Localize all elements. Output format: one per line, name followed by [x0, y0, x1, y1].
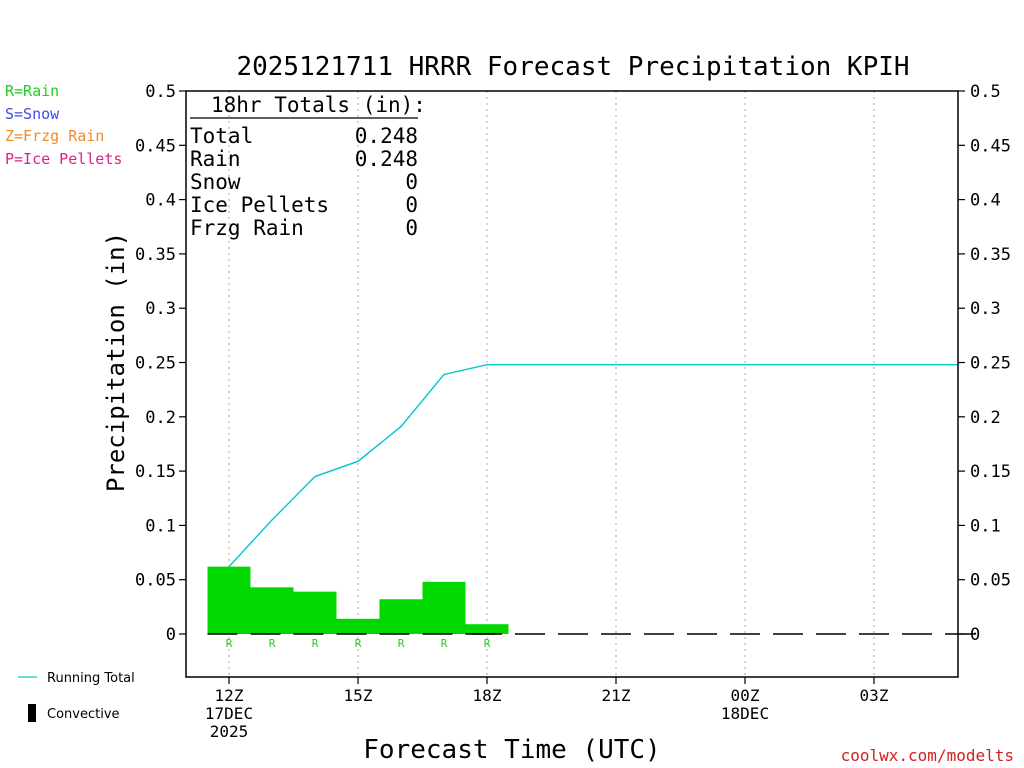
- y-tick-label-right: 0.45: [970, 136, 1011, 156]
- y-axis: 0 00.05 0.050.1 0.10.15 0.150.2 0.20.25 0.250.…: [135, 82, 1011, 645]
- precip-bar: [422, 581, 466, 634]
- x-tick-label: 03Z: [860, 686, 889, 705]
- running-total-series: [228, 363, 958, 568]
- x-axis-label: Forecast Time (UTC): [363, 735, 660, 765]
- precip-bar: [207, 566, 251, 634]
- y-tick-label-left: 0.5: [145, 82, 176, 102]
- y-tick-label-left: 0.4: [145, 191, 176, 211]
- precip-bar: [250, 587, 294, 634]
- precip-bar: [336, 618, 380, 634]
- y-tick-label-right: 0.35: [970, 245, 1011, 265]
- x-tick-label: 12Z: [215, 686, 244, 705]
- legend-frzg-rain: Z=Frzg Rain: [5, 127, 104, 145]
- y-tick-label-right: 0.1: [970, 516, 1001, 536]
- totals-rain-label: Rain: [190, 147, 241, 171]
- y-tick-label-right: 0: [970, 625, 980, 645]
- series-legend: Running Total Convective: [18, 671, 135, 722]
- y-tick-label-left: 0.05: [135, 571, 176, 591]
- x-tick-label: 21Z: [602, 686, 631, 705]
- precip-type-letter: R: [441, 637, 448, 650]
- y-tick-label-right: 0.3: [970, 299, 1001, 319]
- precip-type-letter: R: [355, 637, 362, 650]
- y-tick-label-left: 0.45: [135, 136, 176, 156]
- y-tick-label-right: 0.5: [970, 82, 1001, 102]
- y-tick-label-left: 0: [166, 625, 176, 645]
- chart-title: 2025121711 HRRR Forecast Precipitation K…: [236, 52, 909, 82]
- totals-frzg-rain-value: 0: [405, 216, 418, 240]
- x-tick-label: 18Z: [473, 686, 502, 705]
- y-tick-label-left: 0.35: [135, 245, 176, 265]
- totals-rain-value: 0.248: [355, 147, 418, 171]
- totals-total-value: 0.248: [355, 124, 418, 148]
- precip-type-letter: R: [312, 637, 319, 650]
- credit-text: coolwx.com/modelts: [841, 746, 1014, 765]
- y-tick-label-right: 0.25: [970, 354, 1011, 374]
- plot-frame: [185, 90, 959, 678]
- totals-box: 18hr Totals (in): Total 0.248 Rain 0.248…: [190, 93, 426, 240]
- precip-bars: [207, 566, 509, 634]
- x-tick-label: 00Z: [731, 686, 760, 705]
- totals-snow-value: 0: [405, 170, 418, 194]
- running-total-line: [228, 363, 958, 568]
- y-tick-label-right: 0.2: [970, 408, 1001, 428]
- legend-rain: R=Rain: [5, 82, 59, 100]
- x-tick-label: 17DEC: [205, 704, 253, 723]
- legend-snow: S=Snow: [5, 105, 60, 123]
- totals-ice-pellets-label: Ice Pellets: [190, 193, 329, 217]
- y-tick-label-right: 0.4: [970, 191, 1001, 211]
- y-tick-label-right: 0.05: [970, 571, 1011, 591]
- totals-total-label: Total: [190, 124, 253, 148]
- y-axis-label: Precipitation (in): [102, 232, 130, 492]
- convective-legend-label: Convective: [47, 707, 120, 722]
- y-tick-label-left: 0.2: [145, 408, 176, 428]
- totals-ice-pellets-value: 0: [405, 193, 418, 217]
- precip-bar: [293, 591, 337, 634]
- precip-type-letter: R: [398, 637, 405, 650]
- y-tick-label-left: 0.25: [135, 354, 176, 374]
- totals-frzg-rain-label: Frzg Rain: [190, 216, 304, 240]
- precip-type-letter: R: [226, 637, 233, 650]
- y-tick-label-left: 0.15: [135, 462, 176, 482]
- precip-bar: [379, 599, 423, 634]
- convective-legend-swatch: [28, 704, 36, 722]
- precip-bar: [465, 624, 509, 634]
- x-tick-label: 15Z: [344, 686, 373, 705]
- precip-type-letter: R: [484, 637, 491, 650]
- x-tick-label: 18DEC: [721, 704, 769, 723]
- y-tick-label-right: 0.15: [970, 462, 1011, 482]
- totals-snow-label: Snow: [190, 170, 241, 194]
- totals-header: 18hr Totals (in):: [211, 93, 426, 117]
- y-tick-label-left: 0.3: [145, 299, 176, 319]
- precip-type-legend: R=Rain S=Snow Z=Frzg Rain P=Ice Pellets: [5, 82, 122, 168]
- y-tick-label-left: 0.1: [145, 516, 176, 536]
- x-tick-label: 2025: [210, 722, 249, 741]
- precip-type-letter: R: [269, 637, 276, 650]
- legend-ice-pellets: P=Ice Pellets: [5, 150, 122, 168]
- grid-lines: [228, 91, 875, 677]
- running-total-legend-label: Running Total: [47, 671, 135, 686]
